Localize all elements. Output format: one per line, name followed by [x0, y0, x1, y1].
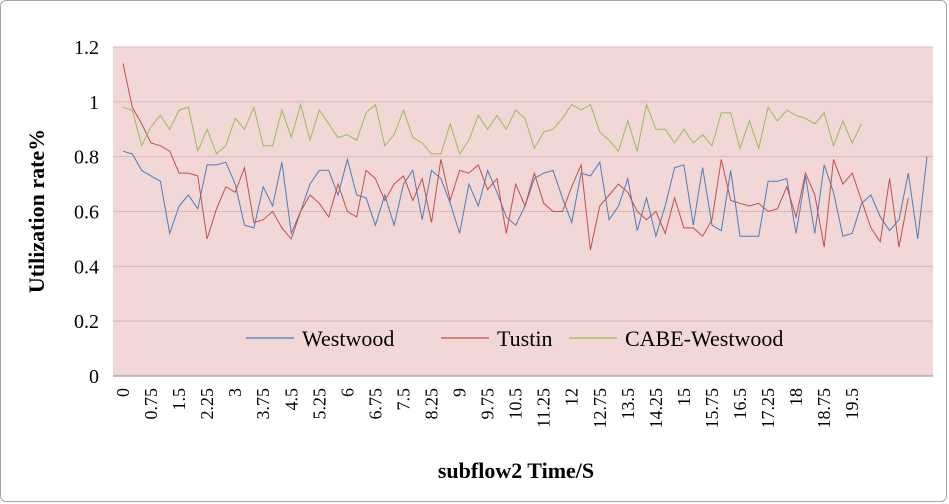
- x-tick-label: 6: [337, 388, 357, 397]
- x-tick-label: 17.25: [758, 388, 778, 429]
- x-tick-label: 0.75: [141, 388, 161, 420]
- y-axis-title: Utilization rate%: [24, 129, 49, 293]
- y-tick-label: 0.2: [74, 311, 99, 333]
- x-tick-label: 13.5: [618, 388, 638, 420]
- x-tick-label: 3: [225, 388, 245, 397]
- legend-label: CABE-Westwood: [625, 326, 783, 351]
- legend: Westwood Tustin CABE-Westwood: [246, 326, 783, 351]
- series-line-3: [122, 102, 863, 156]
- x-tick-label: 8.25: [422, 388, 442, 420]
- x-tick-label: 5.25: [309, 388, 329, 420]
- x-tick-label: 19.5: [842, 388, 862, 420]
- x-tick-label: 15.75: [702, 388, 722, 429]
- series-line-2: [122, 63, 909, 251]
- x-tick-label: 18: [786, 388, 806, 406]
- x-tick-label: 9: [450, 388, 470, 397]
- x-tick-label: 14.25: [646, 388, 666, 429]
- x-tick-label: 16.5: [730, 388, 750, 420]
- legend-label: Tustin: [497, 326, 552, 351]
- x-tick-label: 3.75: [253, 388, 273, 420]
- x-tick-label: 0: [113, 388, 133, 397]
- y-tick-label: 0.6: [74, 202, 99, 224]
- y-tick-label: 0.8: [74, 147, 99, 169]
- x-tick-label: 18.75: [814, 388, 834, 429]
- x-tick-label: 11.25: [534, 388, 554, 428]
- x-tick-label: 9.75: [478, 388, 498, 420]
- x-axis-title: subflow2 Time/S: [438, 458, 594, 483]
- x-tick-label: 12: [562, 388, 582, 406]
- y-tick-label: 0: [89, 366, 99, 388]
- x-tick-label: 10.5: [506, 388, 526, 420]
- x-tick-label: 6.75: [365, 388, 385, 420]
- legend-label: Westwood: [302, 326, 394, 351]
- x-tick-label: 1.5: [169, 388, 189, 411]
- y-tick-label: 1: [89, 92, 99, 114]
- x-tick-label: 7.5: [394, 388, 414, 411]
- x-tick-label: 12.75: [590, 388, 610, 429]
- y-tick-label: 0.4: [74, 256, 99, 278]
- x-tick-label: 15: [674, 388, 694, 406]
- x-tick-label: 2.25: [197, 388, 217, 420]
- x-tick-label: 4.5: [281, 388, 301, 411]
- y-tick-label: 1.2: [74, 37, 99, 59]
